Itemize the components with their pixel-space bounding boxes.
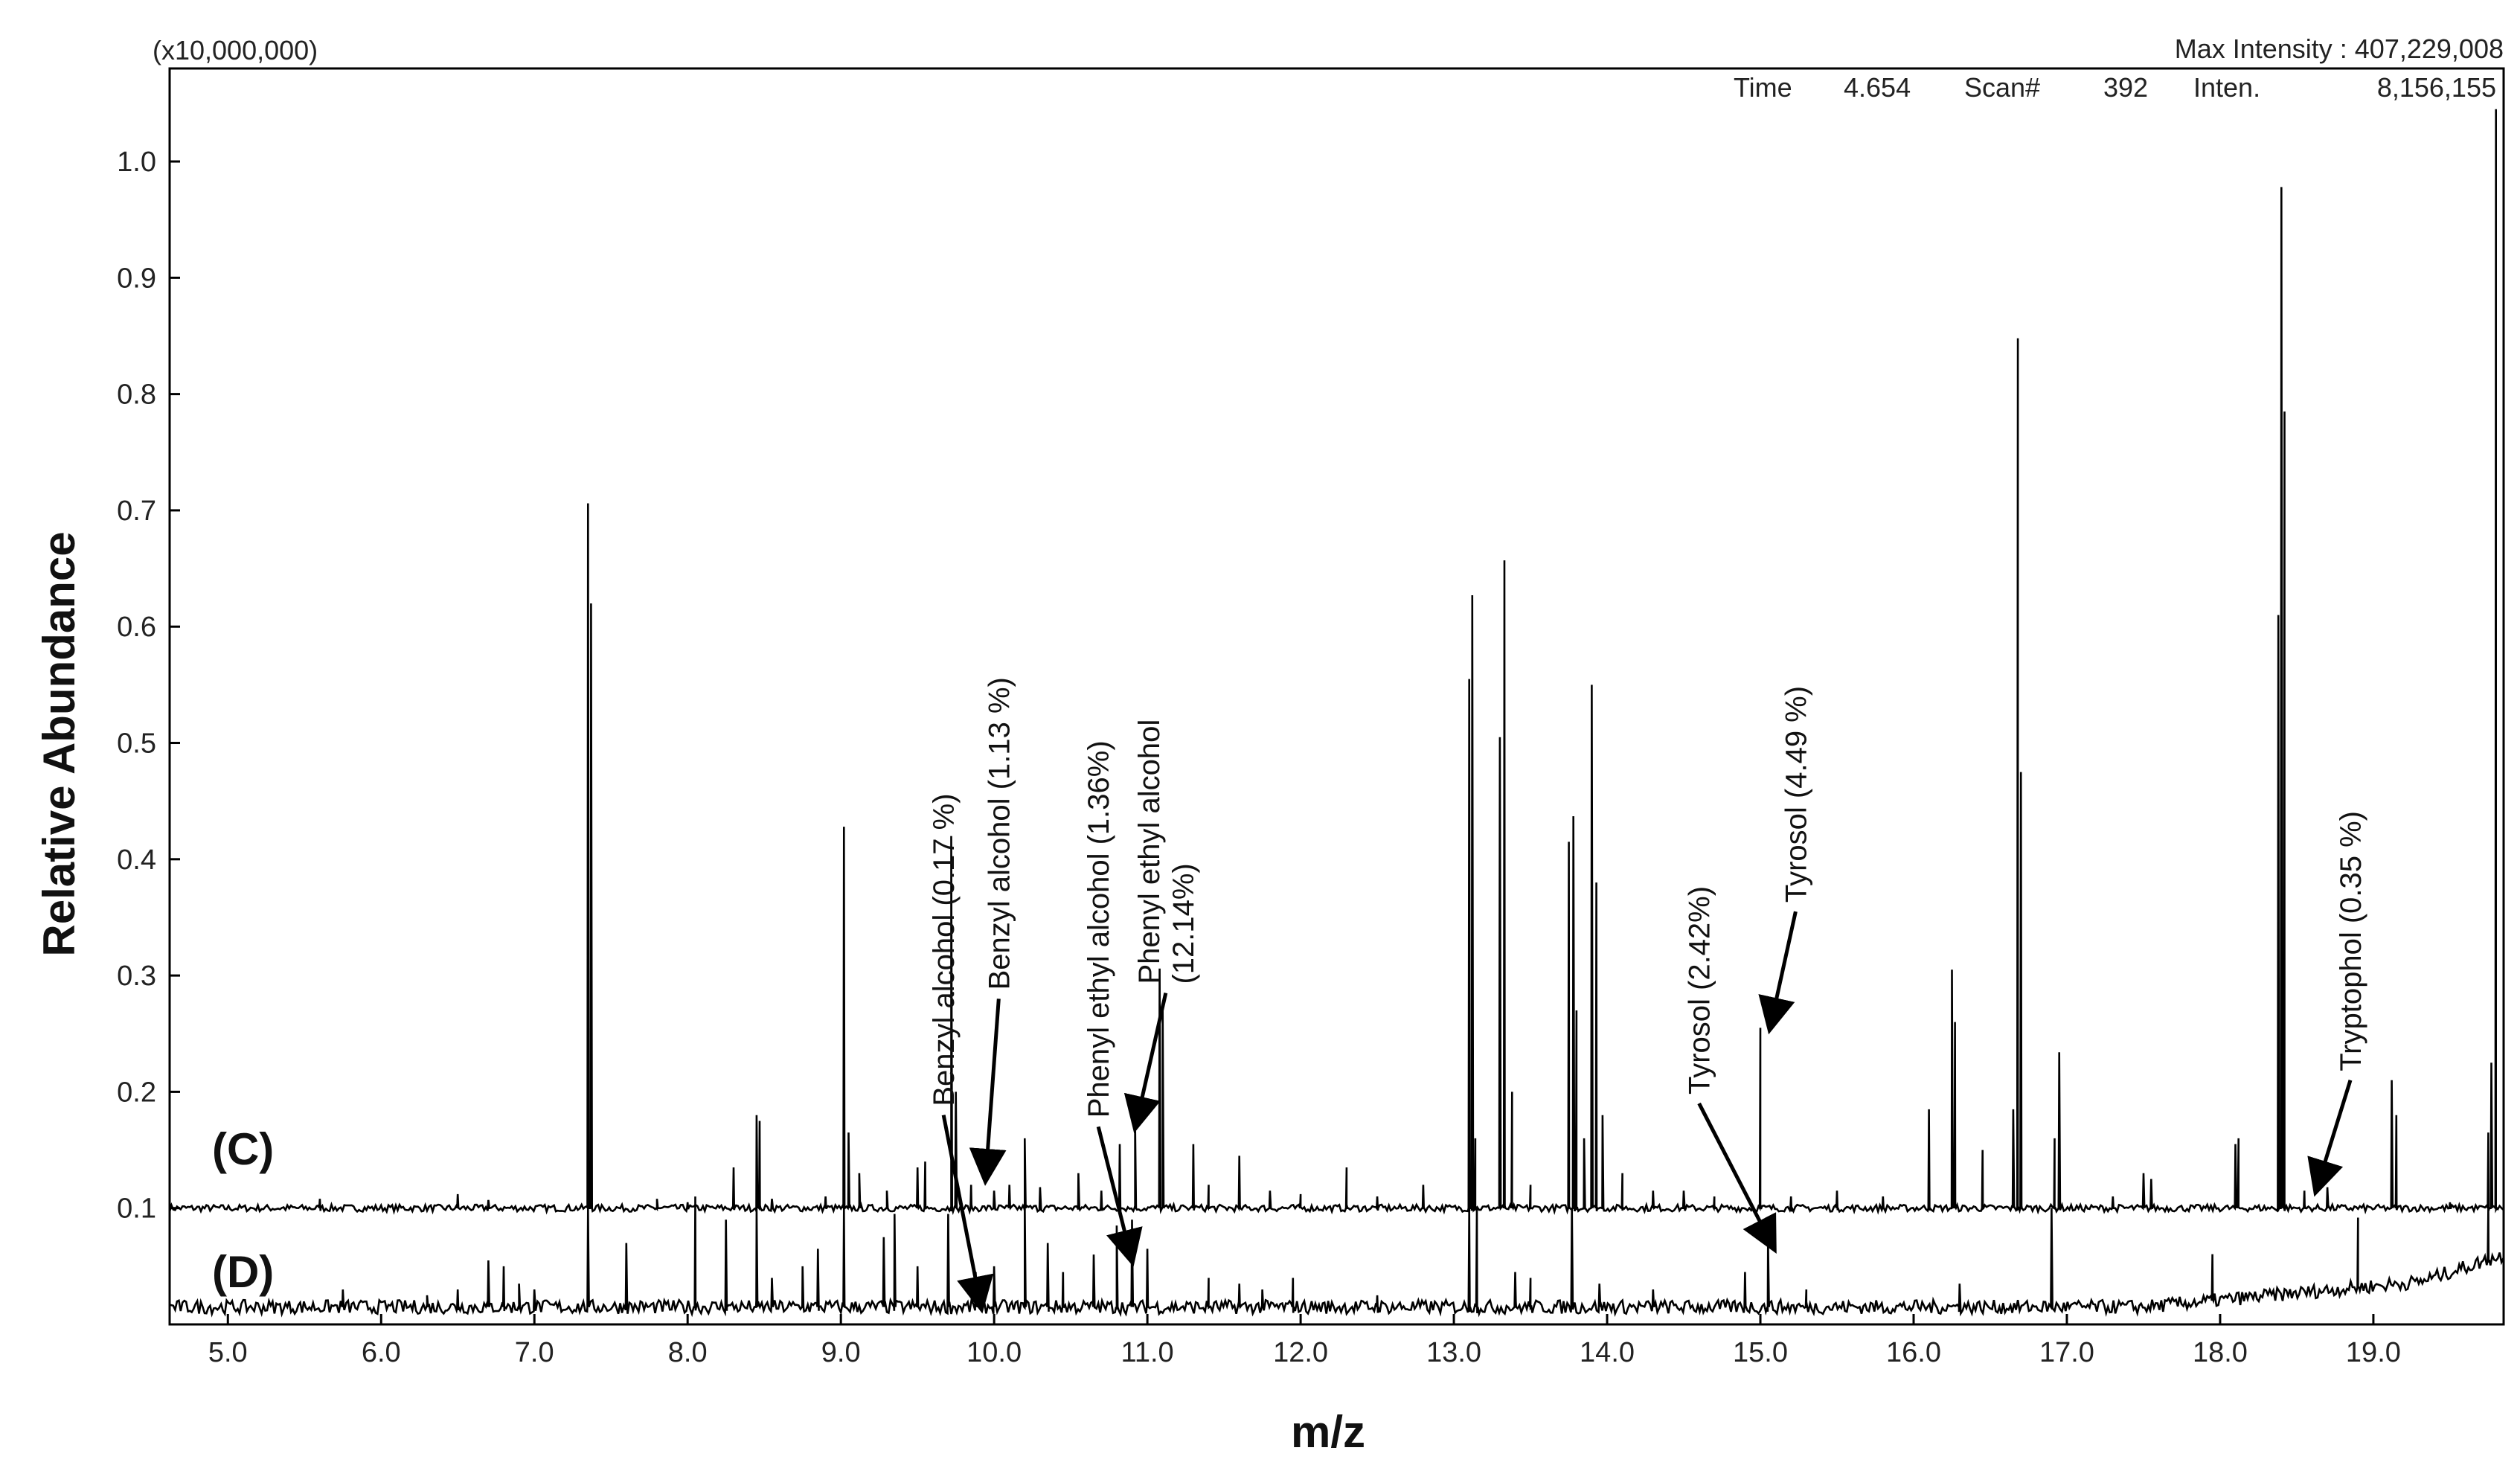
plot-frame xyxy=(168,67,2505,1326)
y-tick-label: 1.0 xyxy=(117,147,156,178)
scan-label: Scan# xyxy=(1964,72,2040,103)
annotation-text: Benzyl alcohol (0.17 %) xyxy=(928,793,961,1106)
annotation-text: Phenyl ethyl alcohol (1.36%) xyxy=(1083,740,1115,1118)
x-tick-label: 12.0 xyxy=(1273,1337,1328,1368)
annotation-label: Tyrosol (4.49 %) xyxy=(1780,686,1812,903)
x-axis: 5.0 6.0 7.0 8.0 9.0 10.0 11.0 12.0 13.0 14.0 15.0 1… xyxy=(208,1314,2401,1368)
annotation-arrow xyxy=(941,1115,994,1314)
traces xyxy=(168,109,2504,1318)
annotation-label: Phenyl ethyl alcohol (12.14%) xyxy=(1133,719,1200,984)
x-tick-label: 10.0 xyxy=(966,1337,1022,1368)
y-tick-label: 0.3 xyxy=(117,961,156,992)
annotations: Benzyl alcohol (0.17 %) Benzyl alcohol (1… xyxy=(928,677,2367,1314)
x-tick-label: 7.0 xyxy=(515,1337,554,1368)
annotation-text: (12.14%) xyxy=(1167,863,1200,984)
x-tick-label: 8.0 xyxy=(668,1337,708,1368)
x-axis-title: m/z xyxy=(1291,1407,1365,1457)
x-tick-label: 9.0 xyxy=(821,1337,861,1368)
annotation-text: Phenyl ethyl alcohol xyxy=(1133,719,1166,984)
annotation-text: Tryptophol (0.35 %) xyxy=(2335,811,2367,1071)
annotation-label: Phenyl ethyl alcohol (1.36%) xyxy=(1083,740,1115,1118)
x-tick-label: 16.0 xyxy=(1886,1337,1941,1368)
trace-c xyxy=(168,109,2504,1216)
annotation-label: Tyrosol (2.42%) xyxy=(1684,886,1716,1094)
time-value: 4.654 xyxy=(1844,72,1911,103)
annotation-label: Benzyl alcohol (0.17 %) xyxy=(928,793,961,1106)
annotation-arrow xyxy=(1096,1126,1143,1267)
series-labels: (C) (D) xyxy=(212,1124,274,1297)
annotation-label: Benzyl alcohol (1.13 %) xyxy=(983,677,1016,990)
annotation-arrow xyxy=(1758,911,1798,1035)
annotation-arrow xyxy=(1697,1102,1777,1254)
annotation-arrow xyxy=(969,999,1007,1186)
y-axis: 0.1 0.2 0.3 0.4 0.5 0.6 0.7 0.8 0.9 1.0 xyxy=(117,147,180,1225)
x-tick-label: 18.0 xyxy=(2193,1337,2248,1368)
trace-d xyxy=(169,1196,2504,1318)
y-tick-label: 0.8 xyxy=(117,379,156,411)
inten-value: 8,156,155 xyxy=(2377,72,2496,103)
x-tick-label: 6.0 xyxy=(362,1337,401,1368)
x-tick-label: 11.0 xyxy=(1121,1337,1174,1368)
series-label: (D) xyxy=(212,1247,274,1297)
annotation-text: Tyrosol (2.42%) xyxy=(1684,886,1716,1094)
x-tick-label: 17.0 xyxy=(2039,1337,2094,1368)
series-label: (C) xyxy=(212,1124,274,1174)
x-tick-label: 14.0 xyxy=(1580,1337,1635,1368)
y-tick-label: 0.6 xyxy=(117,612,156,643)
y-tick-label: 0.2 xyxy=(117,1077,156,1108)
annotation-label: Tryptophol (0.35 %) xyxy=(2335,811,2367,1071)
x-tick-label: 15.0 xyxy=(1733,1337,1788,1368)
y-axis-title: Relative Abundance xyxy=(34,531,84,956)
scale-factor-label: (x10,000,000) xyxy=(153,35,318,65)
y-tick-label: 0.1 xyxy=(117,1193,156,1225)
x-tick-label: 13.0 xyxy=(1426,1337,1481,1368)
annotation-arrow xyxy=(1123,993,1168,1134)
x-tick-label: 19.0 xyxy=(2346,1337,2401,1368)
annotation-text: Tyrosol (4.49 %) xyxy=(1780,686,1812,903)
time-label: Time xyxy=(1734,72,1792,103)
y-tick-label: 0.4 xyxy=(117,844,156,876)
y-tick-label: 0.7 xyxy=(117,496,156,527)
scan-value: 392 xyxy=(2103,72,2148,103)
y-tick-label: 0.5 xyxy=(117,728,156,760)
annotation-text: Benzyl alcohol (1.13 %) xyxy=(983,677,1016,990)
inten-label: Inten. xyxy=(2193,72,2260,103)
x-tick-label: 5.0 xyxy=(208,1337,248,1368)
annotation-arrow xyxy=(2307,1080,2353,1197)
max-intensity-label: Max Intensity : 407,229,008 xyxy=(2175,33,2504,64)
y-tick-label: 0.9 xyxy=(117,263,156,294)
